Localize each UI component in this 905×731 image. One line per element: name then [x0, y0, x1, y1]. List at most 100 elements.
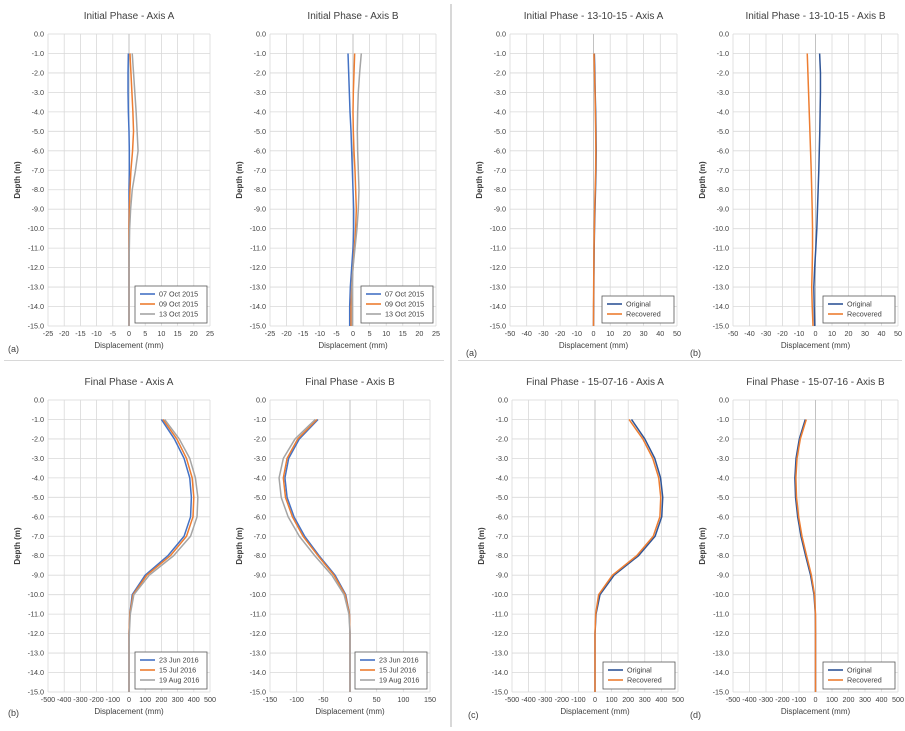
horizontal-divider-right	[458, 360, 902, 361]
x-tick-label: 5	[368, 329, 372, 338]
y-tick-label: 0.0	[256, 396, 266, 405]
y-tick-label: -10.0	[713, 590, 729, 599]
y-tick-label: -4.0	[494, 107, 506, 116]
x-axis-label: Displacement (mm)	[781, 341, 851, 350]
x-tick-label: -100	[106, 695, 120, 704]
chart-panel-2: 0.0 -1.0 -2.0 -3.0 -4.0 -5.0 -6.0 -7.0 -8.0 -9.0 -…	[235, 11, 440, 350]
x-tick-label: 300	[172, 695, 184, 704]
y-tick-label: -2.0	[717, 68, 729, 77]
y-tick-label: -11.0	[28, 244, 44, 253]
y-tick-label: -8.0	[32, 551, 44, 560]
legend-entry: 09 Oct 2015	[159, 300, 198, 309]
legend-entry: Recovered	[847, 676, 882, 685]
x-tick-label: 30	[861, 329, 869, 338]
y-tick-label: -7.0	[254, 166, 266, 175]
y-tick-label: -12.0	[250, 629, 266, 638]
y-tick-label: -7.0	[32, 166, 44, 175]
y-tick-label: -13.0	[250, 649, 266, 658]
y-tick-label: -3.0	[717, 454, 729, 463]
y-tick-label: -9.0	[32, 205, 44, 214]
y-tick-label: -14.0	[250, 668, 266, 677]
y-tick-label: -12.0	[713, 629, 729, 638]
y-tick-label: -3.0	[32, 454, 44, 463]
x-tick-label: -150	[263, 695, 277, 704]
y-tick-label: -10.0	[28, 224, 44, 233]
y-tick-label: -4.0	[254, 107, 266, 116]
x-tick-label: -40	[744, 329, 754, 338]
y-tick-label: -9.0	[494, 205, 506, 214]
y-tick-label: -1.0	[32, 49, 44, 58]
x-tick-label: 0	[348, 695, 352, 704]
y-tick-label: -10.0	[250, 590, 266, 599]
y-tick-label: -5.0	[32, 493, 44, 502]
x-tick-label: -50	[505, 329, 515, 338]
x-tick-label: -5	[110, 329, 116, 338]
y-tick-label: -5.0	[494, 127, 506, 136]
chart-title: Final Phase - Axis A	[85, 377, 174, 388]
x-tick-label: 20	[623, 329, 631, 338]
legend-box	[601, 295, 675, 324]
x-tick-label: 150	[424, 695, 436, 704]
chart-panel-7: 0.0 -1.0 -2.0 -3.0 -4.0 -5.0 -6.0 -7.0 -8.0 -9.0 -…	[468, 377, 684, 720]
y-tick-label: -12.0	[713, 263, 729, 272]
x-tick-label: 200	[155, 695, 167, 704]
y-tick-label: 0.0	[256, 30, 266, 39]
series-line-2	[594, 419, 662, 692]
y-axis-label: Depth (m)	[13, 161, 22, 199]
y-tick-label: -2.0	[496, 434, 508, 443]
x-tick-label: 0	[127, 695, 131, 704]
x-tick-label: -100	[571, 695, 585, 704]
x-tick-label: 500	[672, 695, 684, 704]
chart-panel-4: 0.0 -1.0 -2.0 -3.0 -4.0 -5.0 -6.0 -7.0 -8.0 -9.0 -…	[690, 11, 902, 358]
x-tick-label: 15	[174, 329, 182, 338]
y-tick-label: -3.0	[254, 88, 266, 97]
y-tick-label: -5.0	[496, 493, 508, 502]
y-tick-label: -14.0	[490, 302, 506, 311]
y-tick-label: -15.0	[28, 688, 44, 697]
vertical-divider	[450, 4, 452, 727]
y-tick-label: -8.0	[717, 185, 729, 194]
y-tick-label: -1.0	[254, 49, 266, 58]
y-tick-label: -12.0	[492, 629, 508, 638]
y-tick-label: -1.0	[254, 415, 266, 424]
x-tick-label: 10	[606, 329, 614, 338]
y-tick-label: -13.0	[490, 283, 506, 292]
x-tick-label: 50	[673, 329, 681, 338]
x-tick-label: 50	[373, 695, 381, 704]
x-axis-label: Displacement (mm)	[315, 707, 385, 716]
y-axis-label: Depth (m)	[698, 161, 707, 199]
y-tick-label: -9.0	[717, 205, 729, 214]
y-tick-label: -8.0	[496, 551, 508, 560]
series-line-3	[278, 418, 351, 692]
x-tick-label: -200	[555, 695, 569, 704]
x-tick-label: -400	[521, 695, 535, 704]
y-tick-label: -8.0	[494, 185, 506, 194]
y-tick-label: -4.0	[32, 473, 44, 482]
x-tick-label: 30	[640, 329, 648, 338]
x-axis-label: Displacement (mm)	[560, 707, 630, 716]
legend-entry: 19 Aug 2016	[379, 676, 419, 685]
x-tick-label: -25	[43, 329, 53, 338]
series-line-1	[347, 53, 355, 326]
x-tick-label: 50	[894, 329, 902, 338]
y-tick-label: -11.0	[490, 244, 506, 253]
x-tick-label: 20	[845, 329, 853, 338]
y-tick-label: -6.0	[32, 146, 44, 155]
y-tick-label: -11.0	[713, 610, 729, 619]
y-tick-label: -11.0	[492, 610, 508, 619]
y-axis-label: Depth (m)	[477, 527, 486, 565]
x-tick-label: 300	[859, 695, 871, 704]
x-tick-label: 500	[204, 695, 216, 704]
x-tick-label: 200	[843, 695, 855, 704]
horizontal-divider-left	[4, 360, 444, 361]
legend-box	[822, 661, 896, 690]
x-tick-label: -500	[41, 695, 55, 704]
legend-entry: 07 Oct 2015	[159, 290, 198, 299]
y-tick-label: -11.0	[250, 244, 266, 253]
y-tick-label: -4.0	[717, 107, 729, 116]
panel-label: (b)	[8, 708, 19, 718]
x-tick-label: -15	[298, 329, 308, 338]
y-tick-label: -2.0	[494, 68, 506, 77]
y-tick-label: -14.0	[250, 302, 266, 311]
